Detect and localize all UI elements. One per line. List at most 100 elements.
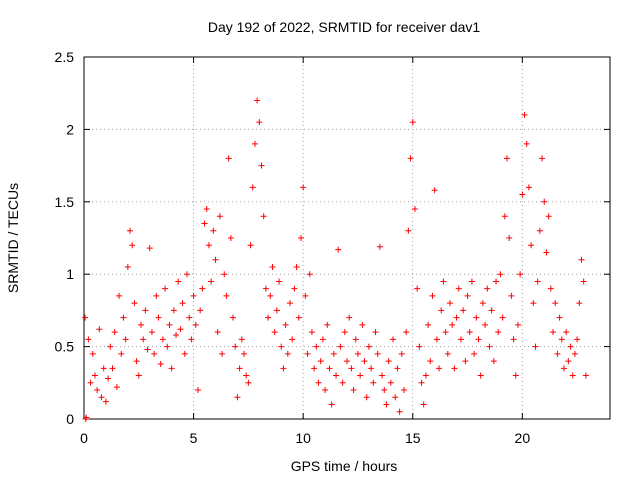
data-point — [105, 375, 112, 382]
data-point — [192, 321, 199, 328]
data-point — [508, 292, 515, 299]
data-point — [214, 329, 221, 336]
data-point — [539, 155, 546, 162]
data-point — [370, 379, 377, 386]
data-point — [315, 379, 322, 386]
data-point — [267, 292, 274, 299]
data-point — [451, 365, 458, 372]
data-point — [273, 307, 280, 314]
data-point — [530, 300, 537, 307]
y-axis-label: SRMTID / TECUs — [5, 183, 21, 293]
data-point — [361, 358, 368, 365]
data-point — [227, 235, 234, 241]
data-point — [148, 329, 155, 336]
data-point — [545, 213, 552, 220]
data-point — [129, 242, 136, 249]
data-point — [403, 329, 410, 336]
data-point — [91, 372, 98, 379]
data-point — [256, 119, 263, 126]
data-point — [503, 155, 510, 162]
data-point — [390, 336, 397, 343]
data-point — [449, 321, 456, 328]
data-point — [493, 278, 500, 285]
data-point — [313, 343, 320, 350]
data-point — [280, 365, 287, 372]
data-point — [240, 350, 247, 357]
data-point — [236, 365, 243, 372]
data-point — [135, 372, 142, 379]
data-point — [186, 314, 193, 321]
data-point — [468, 278, 475, 285]
data-point — [431, 187, 438, 194]
data-point — [319, 336, 326, 343]
data-point — [346, 314, 353, 321]
data-point — [517, 271, 524, 278]
y-tick-label: 1.5 — [55, 194, 75, 210]
data-point — [582, 372, 589, 379]
y-tick-label: 2 — [66, 121, 74, 137]
data-point — [372, 329, 379, 336]
data-point — [580, 278, 587, 285]
data-point — [576, 300, 583, 307]
data-point — [330, 350, 337, 357]
data-point — [328, 401, 335, 408]
data-point — [317, 358, 324, 365]
x-tick-labels: 0 5 10 15 20 — [80, 430, 530, 446]
data-point — [83, 414, 90, 421]
data-point — [521, 111, 528, 118]
data-point — [96, 326, 103, 333]
data-point — [475, 336, 482, 343]
data-point — [488, 307, 495, 314]
data-point — [455, 285, 462, 292]
data-point — [565, 358, 572, 365]
data-point — [181, 350, 188, 357]
data-point — [383, 401, 390, 408]
data-point — [144, 346, 151, 353]
data-point — [295, 314, 302, 321]
data-point — [571, 350, 578, 357]
data-point — [532, 343, 539, 350]
data-point — [499, 314, 506, 321]
data-point — [506, 235, 513, 241]
data-point — [352, 336, 359, 343]
data-point — [495, 329, 502, 336]
data-point — [486, 343, 493, 350]
data-point — [230, 314, 237, 321]
data-point — [554, 350, 561, 357]
data-point — [429, 292, 436, 299]
data-point — [157, 360, 164, 367]
y-tick-label: 0 — [66, 411, 74, 427]
data-point — [471, 350, 478, 357]
data-point — [111, 329, 118, 336]
data-point — [120, 314, 127, 321]
data-point — [251, 140, 258, 147]
data-point — [131, 300, 138, 307]
data-point — [359, 321, 366, 328]
data-point — [155, 314, 162, 321]
y-tick-label: 1 — [66, 266, 74, 282]
data-point — [400, 387, 407, 394]
data-point — [159, 336, 166, 343]
data-point — [100, 365, 107, 372]
data-point — [567, 343, 574, 350]
data-point — [460, 307, 467, 314]
data-point — [335, 246, 342, 253]
data-point — [311, 365, 318, 372]
data-point — [291, 285, 298, 292]
data-point — [151, 350, 158, 357]
data-point — [512, 372, 519, 379]
data-point — [525, 184, 532, 191]
plot-frame — [83, 56, 611, 420]
data-point — [363, 394, 370, 401]
data-point — [276, 278, 283, 285]
data-point — [190, 292, 197, 299]
data-point — [578, 256, 585, 263]
chart-title: Day 192 of 2022, SRMTID for receiver dav… — [208, 19, 481, 35]
data-point — [416, 343, 423, 350]
y-tick-label: 2.5 — [55, 49, 75, 65]
data-point — [170, 307, 177, 314]
data-point — [124, 263, 131, 270]
data-point — [201, 220, 208, 227]
data-point — [409, 119, 416, 126]
data-point — [457, 336, 464, 343]
